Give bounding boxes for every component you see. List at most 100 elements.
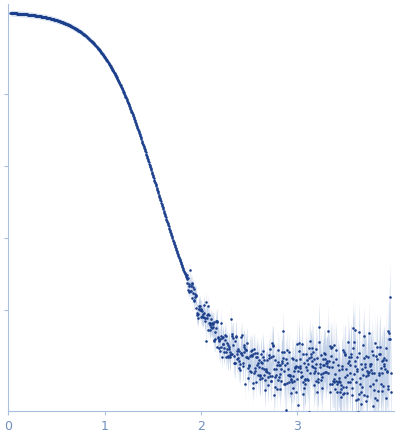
Point bbox=[202, 315, 209, 322]
Point bbox=[79, 30, 85, 37]
Point bbox=[283, 356, 289, 363]
Point bbox=[124, 97, 130, 104]
Point bbox=[53, 17, 59, 24]
Point bbox=[240, 363, 246, 370]
Point bbox=[73, 25, 79, 32]
Point bbox=[35, 12, 41, 19]
Point bbox=[175, 252, 181, 259]
Point bbox=[306, 355, 313, 362]
Point bbox=[185, 287, 191, 294]
Point bbox=[185, 288, 192, 295]
Point bbox=[146, 161, 153, 168]
Point bbox=[138, 136, 144, 143]
Point bbox=[144, 154, 150, 161]
Point bbox=[43, 14, 49, 21]
Point bbox=[347, 350, 354, 357]
Point bbox=[169, 233, 175, 240]
Point bbox=[199, 312, 205, 319]
Point bbox=[212, 329, 219, 336]
Point bbox=[74, 26, 80, 33]
Point bbox=[94, 43, 100, 50]
Point bbox=[373, 377, 379, 384]
Point bbox=[253, 378, 259, 385]
Point bbox=[41, 14, 47, 21]
Point bbox=[18, 10, 25, 17]
Point bbox=[139, 139, 146, 146]
Point bbox=[248, 351, 254, 358]
Point bbox=[9, 10, 15, 17]
Point bbox=[370, 351, 376, 358]
Point bbox=[142, 148, 148, 155]
Point bbox=[335, 378, 341, 385]
Point bbox=[178, 261, 185, 268]
Point bbox=[122, 92, 128, 99]
Point bbox=[140, 140, 146, 147]
Point bbox=[338, 381, 345, 388]
Point bbox=[21, 11, 28, 18]
Point bbox=[278, 365, 285, 372]
Point bbox=[292, 365, 298, 372]
Point bbox=[319, 356, 326, 363]
Point bbox=[56, 17, 62, 24]
Point bbox=[104, 57, 110, 64]
Point bbox=[7, 10, 14, 17]
Point bbox=[88, 38, 94, 45]
Point bbox=[271, 391, 277, 398]
Point bbox=[179, 264, 185, 271]
Point bbox=[203, 337, 209, 344]
Point bbox=[365, 371, 372, 378]
Point bbox=[267, 378, 274, 385]
Point bbox=[62, 20, 68, 27]
Point bbox=[282, 381, 289, 388]
Point bbox=[342, 350, 349, 357]
Point bbox=[243, 347, 250, 354]
Point bbox=[356, 349, 362, 356]
Point bbox=[8, 10, 14, 17]
Point bbox=[195, 311, 201, 318]
Point bbox=[250, 380, 257, 387]
Point bbox=[154, 187, 161, 194]
Point bbox=[186, 282, 193, 289]
Point bbox=[163, 215, 169, 222]
Point bbox=[232, 360, 238, 367]
Point bbox=[382, 366, 388, 373]
Point bbox=[175, 253, 181, 260]
Point bbox=[233, 348, 240, 355]
Point bbox=[176, 256, 183, 263]
Point bbox=[308, 354, 314, 361]
Point bbox=[32, 12, 38, 19]
Point bbox=[165, 221, 171, 228]
Point bbox=[345, 378, 351, 385]
Point bbox=[151, 177, 158, 184]
Point bbox=[33, 12, 39, 19]
Point bbox=[239, 351, 245, 358]
Point bbox=[127, 105, 134, 112]
Point bbox=[34, 12, 41, 19]
Point bbox=[28, 11, 35, 18]
Point bbox=[86, 35, 92, 42]
Point bbox=[71, 24, 77, 31]
Point bbox=[301, 360, 307, 367]
Point bbox=[248, 368, 254, 375]
Point bbox=[212, 336, 218, 343]
Point bbox=[107, 62, 113, 69]
Point bbox=[65, 21, 72, 28]
Point bbox=[21, 10, 27, 17]
Point bbox=[172, 244, 179, 251]
Point bbox=[178, 260, 184, 267]
Point bbox=[64, 21, 71, 28]
Point bbox=[145, 157, 151, 164]
Point bbox=[379, 369, 386, 376]
Point bbox=[327, 380, 333, 387]
Point bbox=[200, 313, 206, 320]
Point bbox=[170, 237, 176, 244]
Point bbox=[97, 48, 103, 55]
Point bbox=[46, 14, 52, 21]
Point bbox=[15, 10, 21, 17]
Point bbox=[307, 369, 314, 376]
Point bbox=[178, 259, 184, 266]
Point bbox=[71, 24, 78, 31]
Point bbox=[323, 360, 330, 367]
Point bbox=[64, 21, 70, 28]
Point bbox=[386, 335, 392, 342]
